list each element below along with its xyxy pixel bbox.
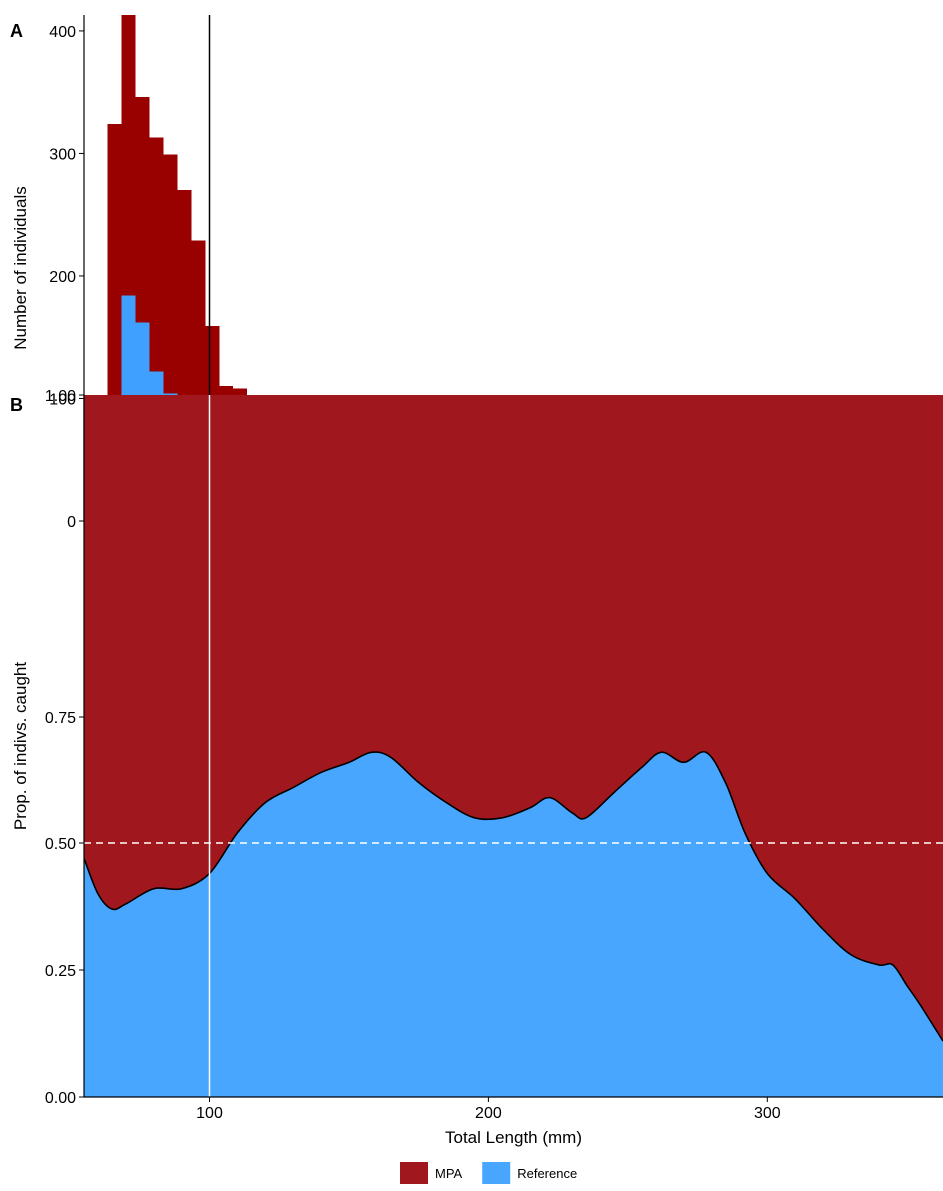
x-tick-label: 300 [754, 1105, 781, 1122]
y-tick-label: 0.50 [45, 836, 76, 853]
bar [121, 15, 136, 296]
y-tick-label: 300 [49, 146, 76, 163]
plot-area [84, 395, 943, 1097]
area [84, 751, 943, 1097]
area [84, 395, 943, 1042]
y-tick-label: 0 [67, 514, 76, 531]
y-tick-label: 100 [49, 391, 76, 408]
bar [163, 154, 178, 394]
area-outline [84, 750, 943, 1042]
legend-label: MPA [435, 1166, 463, 1181]
y-axis-label: Number of individuals [11, 186, 30, 349]
y-tick-label: 1.00 [45, 388, 76, 405]
legend-swatch [400, 1162, 428, 1184]
panel-label: B [10, 395, 23, 415]
bar [135, 97, 150, 323]
x-tick-label: 200 [475, 1105, 502, 1122]
panel-label: A [10, 21, 23, 41]
legend-label: Reference [517, 1166, 577, 1181]
y-tick-label: 0.25 [45, 963, 76, 980]
x-tick-label: 100 [196, 1105, 223, 1122]
y-tick-label: 0.75 [45, 710, 76, 727]
bar [177, 190, 192, 416]
y-tick-label: 200 [49, 269, 76, 286]
legend-swatch [482, 1162, 511, 1184]
y-tick-label: 400 [49, 24, 76, 41]
y-axis-label: Prop. of indivs. caught [11, 662, 30, 830]
bar [107, 124, 122, 433]
bar [191, 240, 206, 404]
y-tick-label: 0.00 [45, 1090, 76, 1107]
x-axis-label: Total Length (mm) [445, 1128, 582, 1147]
bar [149, 137, 164, 372]
